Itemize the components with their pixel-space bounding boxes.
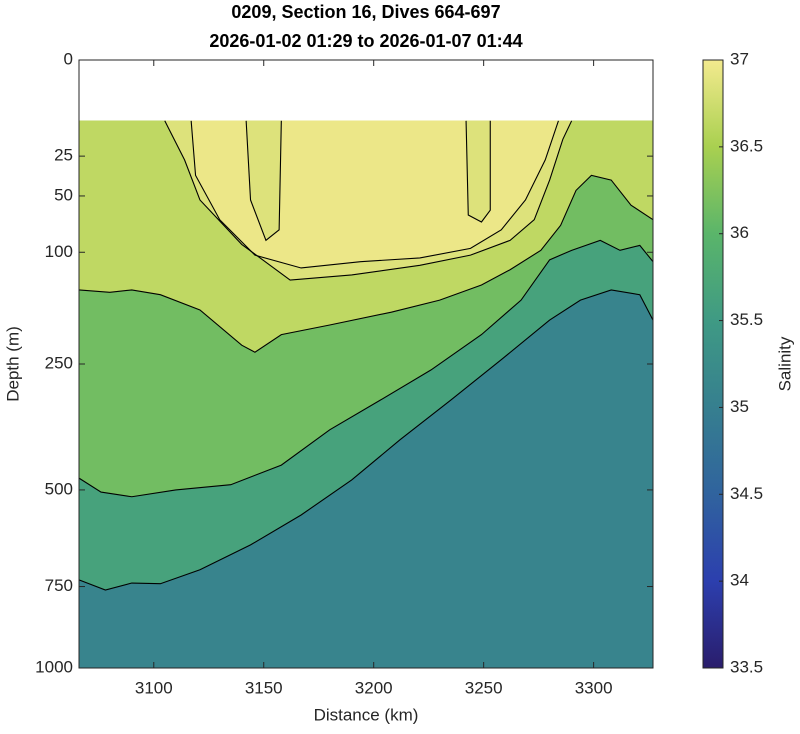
contour-line [245, 120, 282, 242]
chart-subtitle: 2026-01-02 01:29 to 2026-01-07 01:44 [209, 31, 522, 51]
colorbar-tick-label: 33.5 [730, 657, 763, 676]
colorbar-tick-label: 35.5 [730, 310, 763, 329]
y-tick-label: 750 [45, 576, 73, 595]
y-tick-label: 50 [54, 185, 73, 204]
contour-line [78, 289, 654, 591]
contour-line [164, 120, 573, 281]
y-tick-label: 500 [45, 479, 73, 498]
colorbar-tick-label: 34 [730, 571, 749, 590]
contour-line [78, 174, 654, 353]
contour-line [465, 120, 491, 223]
plot-area [78, 120, 654, 669]
x-tick-label: 3250 [465, 678, 503, 697]
colorbar-tick-label: 36 [730, 223, 749, 242]
colorbar-tick-label: 34.5 [730, 484, 763, 503]
y-tick-label: 25 [54, 146, 73, 165]
colorbar-tick-label: 35 [730, 397, 749, 416]
x-tick-label: 3300 [575, 678, 613, 697]
colorbar-tick-label: 36.5 [730, 136, 763, 155]
x-axis-label: Distance (km) [314, 705, 419, 724]
x-tick-label: 3100 [135, 678, 173, 697]
colorbar-tick-label: 37 [730, 49, 749, 68]
colorbar-label: Salinity [775, 336, 794, 391]
y-axis-label: Depth (m) [3, 326, 22, 402]
contour-fill [465, 120, 491, 223]
y-tick-label: 250 [45, 353, 73, 372]
x-tick-label: 3200 [355, 678, 393, 697]
y-tick-label: 0 [64, 49, 73, 68]
chart-title: 0209, Section 16, Dives 664-697 [231, 2, 500, 22]
colorbar [702, 59, 724, 669]
y-tick-label: 1000 [35, 657, 73, 676]
contour-line [78, 239, 654, 498]
contour-line [190, 120, 559, 269]
y-tick-label: 100 [45, 242, 73, 261]
x-tick-label: 3150 [245, 678, 283, 697]
